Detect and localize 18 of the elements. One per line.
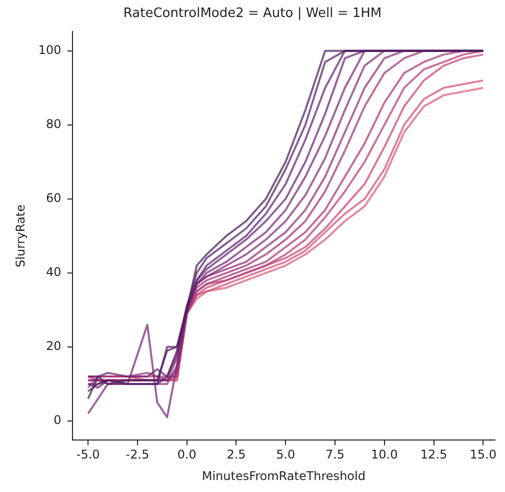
x-tick-label: 7.5 bbox=[325, 448, 345, 462]
y-axis-title: SlurryRate bbox=[13, 204, 28, 268]
y-tick-label: 80 bbox=[46, 116, 62, 131]
x-tick-label: -5.0 bbox=[76, 448, 100, 462]
x-tick-label: 12.5 bbox=[420, 448, 448, 462]
x-tick-label: 0.0 bbox=[177, 448, 196, 462]
y-tick-label: 60 bbox=[46, 191, 62, 206]
x-tick-label: 10.0 bbox=[371, 448, 398, 462]
x-tick-label: -2.5 bbox=[126, 448, 150, 462]
y-tick-label: 100 bbox=[38, 42, 62, 57]
y-tick-label: 0 bbox=[54, 413, 62, 428]
x-tick-label: 5.0 bbox=[276, 448, 296, 462]
x-axis-title: MinutesFromRateThreshold bbox=[202, 468, 366, 483]
chart-title: RateControlMode2 = Auto | Well = 1HM bbox=[123, 6, 382, 22]
x-tick-label: 15.0 bbox=[470, 448, 497, 462]
y-tick-label: 40 bbox=[46, 265, 62, 280]
x-tick-label: 2.5 bbox=[226, 448, 246, 462]
y-tick-label: 20 bbox=[46, 339, 62, 354]
